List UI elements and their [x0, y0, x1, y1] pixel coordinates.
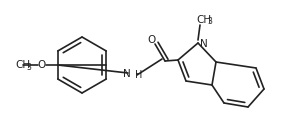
Text: O: O: [148, 35, 156, 45]
Text: 3: 3: [207, 18, 212, 26]
Text: CH: CH: [196, 15, 211, 25]
Text: CH: CH: [15, 60, 30, 70]
Text: N: N: [200, 39, 208, 49]
Text: 3: 3: [26, 62, 31, 72]
Text: H: H: [135, 70, 142, 80]
Text: O: O: [38, 60, 46, 70]
Text: N: N: [123, 69, 131, 79]
